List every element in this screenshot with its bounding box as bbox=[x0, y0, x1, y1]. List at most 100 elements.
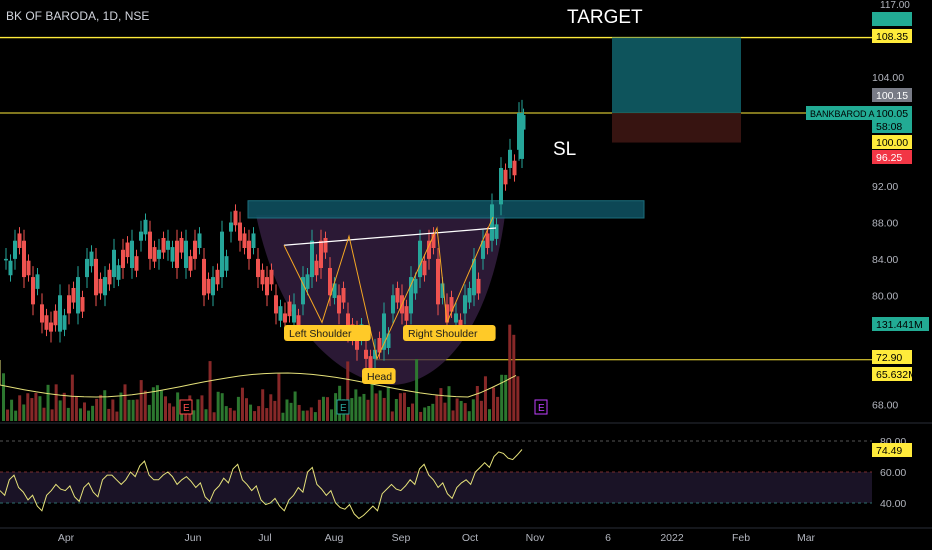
volume-bar bbox=[297, 404, 301, 421]
volume-bar bbox=[415, 359, 419, 421]
volume-bar bbox=[224, 406, 228, 421]
candle-body bbox=[485, 233, 490, 248]
candle-body bbox=[467, 287, 472, 303]
volume-bar bbox=[127, 399, 131, 421]
volume-bar bbox=[293, 391, 297, 421]
candle-body bbox=[445, 304, 449, 323]
candle-body bbox=[481, 240, 485, 259]
volume-bar bbox=[54, 384, 58, 421]
price-tag-level: 100.00 bbox=[876, 137, 908, 149]
x-tick-label: 6 bbox=[605, 532, 611, 544]
candle-body bbox=[265, 277, 269, 296]
candle-body bbox=[490, 204, 494, 241]
neckline bbox=[283, 227, 497, 246]
volume-bar bbox=[496, 396, 500, 421]
candle-body bbox=[233, 210, 238, 226]
candle-body bbox=[49, 322, 53, 332]
volume-bar bbox=[14, 410, 18, 421]
rsi-current-tag: 74.49 bbox=[876, 445, 902, 457]
candle-body bbox=[76, 277, 80, 314]
candle-body bbox=[251, 233, 256, 248]
volume-bar bbox=[390, 411, 394, 421]
price-tag-head-bg bbox=[872, 350, 912, 364]
right-shoulder-label-bg bbox=[403, 325, 496, 341]
volume-bar bbox=[463, 403, 467, 421]
volume-bar bbox=[208, 361, 212, 421]
volume-bar bbox=[269, 394, 273, 421]
price-tag-level-bg bbox=[872, 135, 912, 149]
volume-bar bbox=[30, 398, 34, 421]
volume-bar bbox=[334, 393, 338, 421]
volume-bar bbox=[196, 399, 200, 421]
volume-bar bbox=[220, 393, 224, 421]
volume-bar bbox=[423, 407, 427, 421]
volume-bar bbox=[289, 402, 293, 421]
candle-body bbox=[494, 224, 499, 239]
earnings-marker[interactable] bbox=[336, 399, 350, 415]
candle-body bbox=[319, 240, 323, 268]
volume-bar bbox=[147, 404, 151, 421]
rsi-current-tag-bg bbox=[872, 443, 912, 457]
candle-body bbox=[94, 258, 98, 296]
candle-body bbox=[427, 240, 431, 259]
candle-body bbox=[71, 287, 76, 303]
candle-body bbox=[436, 258, 440, 305]
volume-bar bbox=[488, 409, 491, 421]
volume-bar bbox=[443, 402, 447, 421]
rsi-y-tick-label: 60.00 bbox=[880, 467, 906, 479]
volume-bar bbox=[95, 398, 99, 421]
volume-bar bbox=[382, 397, 386, 421]
sl-annotation: SL bbox=[553, 139, 576, 160]
price-tag-target-bg bbox=[872, 29, 912, 43]
volume-bar bbox=[155, 385, 159, 421]
candle-body bbox=[247, 240, 251, 259]
candle-body bbox=[67, 295, 71, 314]
volume-bar bbox=[459, 400, 463, 421]
volume-bar bbox=[330, 409, 334, 421]
candle-body bbox=[386, 333, 391, 348]
volume-bar bbox=[42, 407, 46, 421]
price-tag-current-bg bbox=[872, 106, 912, 120]
candle-body bbox=[40, 304, 44, 323]
candle-body bbox=[431, 233, 436, 248]
symbol-tag-bg[interactable] bbox=[806, 106, 872, 120]
volume-bar bbox=[50, 409, 54, 421]
candle-body bbox=[139, 231, 143, 241]
price-tag-countdown: 58:08 bbox=[876, 121, 902, 133]
volume-bar bbox=[261, 389, 265, 421]
resistance-zone bbox=[247, 200, 645, 219]
volume-bar bbox=[326, 397, 329, 421]
volume-bar bbox=[204, 409, 208, 421]
candle-body bbox=[107, 269, 112, 285]
volume-bar bbox=[370, 383, 374, 421]
volume-bar bbox=[321, 396, 325, 421]
candle-body bbox=[503, 169, 508, 185]
volume-bar bbox=[346, 361, 350, 421]
volume-bar bbox=[273, 400, 277, 421]
volume-bar bbox=[305, 410, 309, 421]
volume-bar bbox=[131, 399, 135, 421]
candle-body bbox=[274, 295, 278, 314]
candle-body bbox=[98, 278, 103, 294]
volume-bar bbox=[135, 399, 139, 421]
symbol-tag: BANKBAROD A bbox=[810, 109, 875, 119]
volume-bar bbox=[192, 410, 196, 421]
candle-body bbox=[310, 240, 314, 278]
volume-bar bbox=[253, 411, 257, 421]
price-tag-stop: 96.25 bbox=[876, 152, 902, 164]
candle-body bbox=[112, 249, 116, 278]
volume-bar bbox=[508, 324, 512, 421]
candle-body bbox=[278, 306, 283, 321]
volume-bar bbox=[18, 395, 22, 421]
candle-body bbox=[413, 278, 418, 294]
candle-body bbox=[323, 237, 328, 253]
candle-body bbox=[85, 258, 89, 278]
earnings-marker[interactable] bbox=[179, 399, 193, 415]
y-tick-label: 88.00 bbox=[872, 218, 898, 230]
volume-bar bbox=[285, 399, 289, 421]
volume-bar bbox=[354, 389, 358, 421]
earnings-marker[interactable] bbox=[534, 399, 548, 415]
candle-body bbox=[377, 337, 382, 353]
